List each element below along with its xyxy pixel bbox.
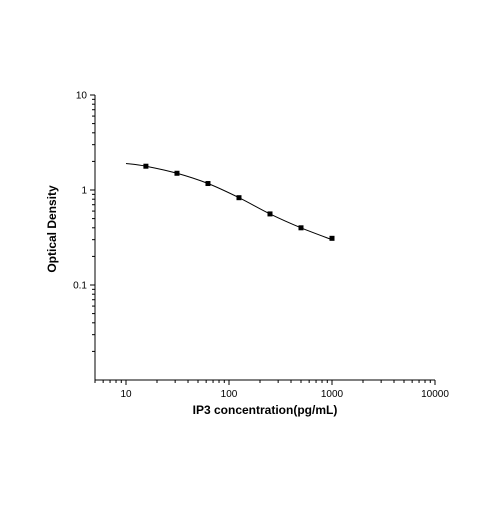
data-point [298, 225, 304, 231]
y-tick-label: 1 [81, 186, 87, 197]
data-point [329, 235, 335, 241]
data-point [205, 181, 211, 187]
data-point [174, 170, 180, 176]
data-points [143, 163, 335, 241]
y-tick-label: 0.1 [73, 281, 87, 292]
data-point [267, 211, 273, 217]
data-point [236, 195, 242, 201]
ticks: 10 100 1000 10000 0.1 1 10 [73, 91, 449, 401]
x-tick-label: 1000 [321, 389, 344, 400]
axes [94, 95, 435, 381]
x-axis-title: IP3 concentration(pg/mL) [193, 403, 338, 417]
data-point [143, 163, 149, 169]
x-tick-label: 10000 [421, 389, 449, 400]
x-tick-label: 100 [221, 389, 238, 400]
x-tick-label: 10 [120, 389, 132, 400]
y-axis-title: Optical Density [45, 185, 59, 273]
y-tick-label: 10 [76, 91, 88, 102]
